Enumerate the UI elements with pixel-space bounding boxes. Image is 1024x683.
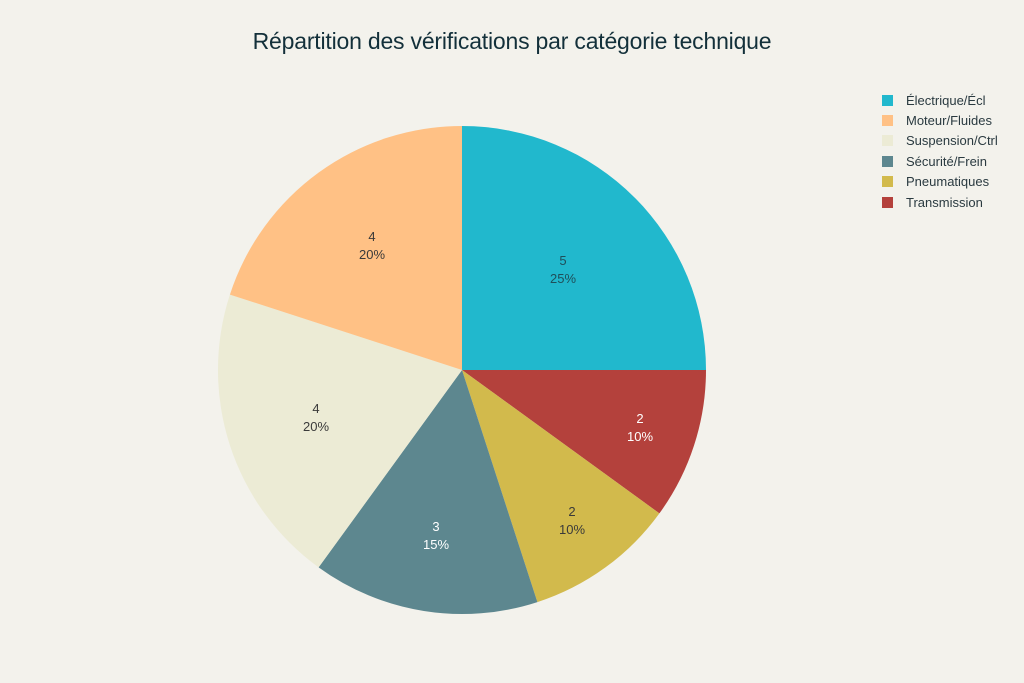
legend-item-transmission[interactable]: Transmission bbox=[882, 192, 998, 212]
slice-label-pct: 20% bbox=[303, 419, 329, 434]
legend-label: Pneumatiques bbox=[906, 174, 990, 190]
legend-swatch-icon bbox=[882, 176, 893, 188]
legend-label: Électrique/Écl bbox=[906, 92, 986, 108]
slice-label-value: 3 bbox=[432, 519, 439, 534]
legend-item-pneumatiques[interactable]: Pneumatiques bbox=[882, 172, 998, 192]
slice-electrique[interactable] bbox=[462, 126, 706, 370]
legend-swatch-icon bbox=[882, 135, 893, 147]
slice-suspension[interactable] bbox=[217, 294, 462, 568]
legend-item-moteur[interactable]: Moteur/Fluides bbox=[882, 110, 998, 130]
legend-label: Moteur/Fluides bbox=[906, 113, 992, 129]
slice-label-pct: 20% bbox=[359, 247, 385, 262]
slice-transmission[interactable] bbox=[462, 370, 706, 514]
slice-label-pct: 10% bbox=[627, 429, 653, 444]
legend-swatch-icon bbox=[882, 115, 893, 127]
slice-pneumatiques[interactable] bbox=[462, 370, 660, 603]
slice-label-value: 5 bbox=[559, 253, 566, 268]
legend-item-electrique[interactable]: Électrique/Écl bbox=[882, 90, 998, 110]
slice-label-value: 2 bbox=[568, 504, 575, 519]
legend-swatch-icon bbox=[882, 196, 893, 208]
slice-label-value: 2 bbox=[636, 411, 643, 426]
legend-label: Transmission bbox=[906, 194, 983, 210]
legend-label: Suspension/Ctrl bbox=[906, 133, 998, 149]
slice-label-pct: 15% bbox=[423, 537, 449, 552]
legend-label: Sécurité/Frein bbox=[906, 153, 987, 169]
legend-swatch-icon bbox=[882, 94, 893, 106]
slice-label-value: 4 bbox=[312, 401, 319, 416]
slice-label-pct: 25% bbox=[550, 271, 576, 286]
legend: Électrique/Écl Moteur/Fluides Suspension… bbox=[882, 90, 998, 212]
slice-securite[interactable] bbox=[318, 370, 538, 615]
legend-item-suspension[interactable]: Suspension/Ctrl bbox=[882, 131, 998, 151]
chart-title: Répartition des vérifications par catégo… bbox=[252, 28, 772, 54]
legend-swatch-icon bbox=[882, 155, 893, 167]
slice-moteur[interactable] bbox=[229, 125, 462, 370]
slice-label-pct: 10% bbox=[559, 522, 585, 537]
slice-label-value: 4 bbox=[368, 229, 375, 244]
legend-item-securite[interactable]: Sécurité/Frein bbox=[882, 151, 998, 171]
